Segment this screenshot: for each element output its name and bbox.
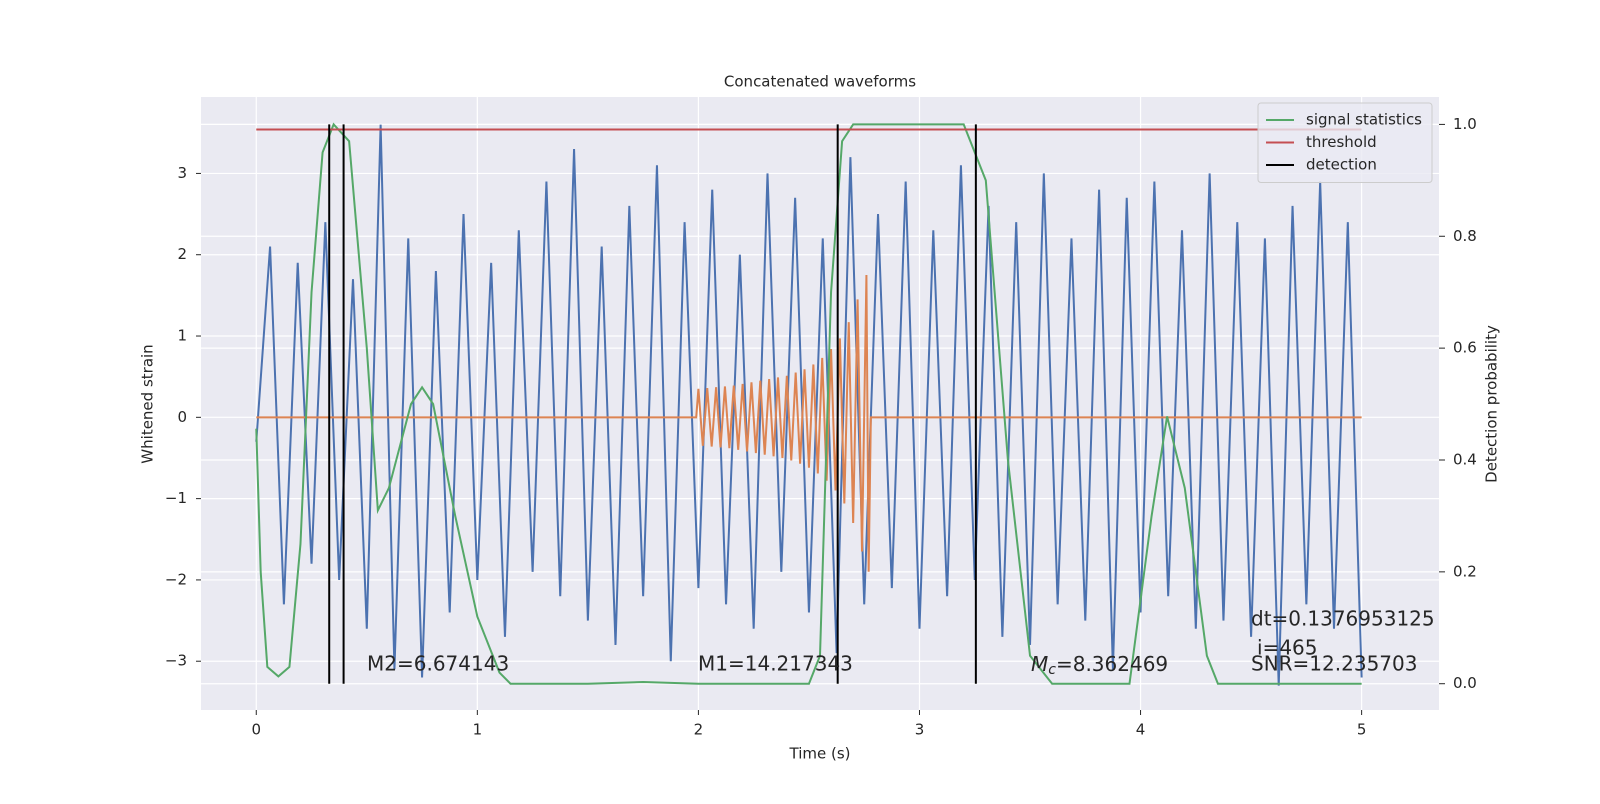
series-line bbox=[255, 124, 1363, 686]
annotation-symbol: M bbox=[1031, 652, 1048, 676]
legend-label: threshold bbox=[1306, 133, 1377, 151]
x-tick-label: 5 bbox=[1357, 721, 1367, 739]
x-tick-label: 3 bbox=[915, 721, 925, 739]
y-tick-label: 0 bbox=[177, 408, 187, 426]
annotation: SNR=12.235703 bbox=[1251, 652, 1417, 676]
annotation: Mc=8.362469 bbox=[1031, 652, 1168, 679]
annotation-subscript: c bbox=[1048, 662, 1056, 678]
y2-tick-label: 0.2 bbox=[1453, 562, 1477, 580]
y-tick-label: 1 bbox=[177, 327, 187, 345]
y2-tick-label: 0.8 bbox=[1453, 227, 1477, 245]
legend-label: detection bbox=[1306, 156, 1377, 174]
y-tick-label: −3 bbox=[165, 652, 187, 670]
chart-title: Concatenated waveforms bbox=[724, 73, 916, 91]
y2-tick-label: 1.0 bbox=[1453, 115, 1477, 133]
annotation: dt=0.1376953125 bbox=[1251, 607, 1435, 631]
x-tick-label: 4 bbox=[1136, 721, 1146, 739]
y-axis-label: Whitened strain bbox=[139, 344, 157, 463]
y-tick-label: 3 bbox=[177, 164, 187, 182]
series-line bbox=[255, 122, 1362, 685]
x-tick-label: 0 bbox=[251, 721, 261, 739]
legend-label: signal statistics bbox=[1306, 111, 1422, 129]
annotation: M1=14.217343 bbox=[698, 652, 853, 676]
annotation: i=465 bbox=[1257, 636, 1318, 660]
y2-tick-label: 0.4 bbox=[1453, 450, 1477, 468]
y2-tick-label: 0.6 bbox=[1453, 339, 1477, 357]
annotation: M2=6.674143 bbox=[367, 652, 509, 676]
y-tick-label: 2 bbox=[177, 245, 187, 263]
y-tick-label: −2 bbox=[165, 570, 187, 588]
x-tick-label: 2 bbox=[694, 721, 704, 739]
y-tick-label: −1 bbox=[165, 489, 187, 507]
y2-axis-label: Detection probability bbox=[1483, 325, 1501, 483]
x-tick-label: 1 bbox=[473, 721, 483, 739]
legend-box bbox=[1257, 102, 1433, 183]
y2-tick-label: 0.0 bbox=[1453, 674, 1477, 692]
x-axis-label: Time (s) bbox=[789, 745, 851, 763]
annotation-text: =8.362469 bbox=[1056, 652, 1168, 676]
series-line bbox=[256, 275, 1362, 572]
